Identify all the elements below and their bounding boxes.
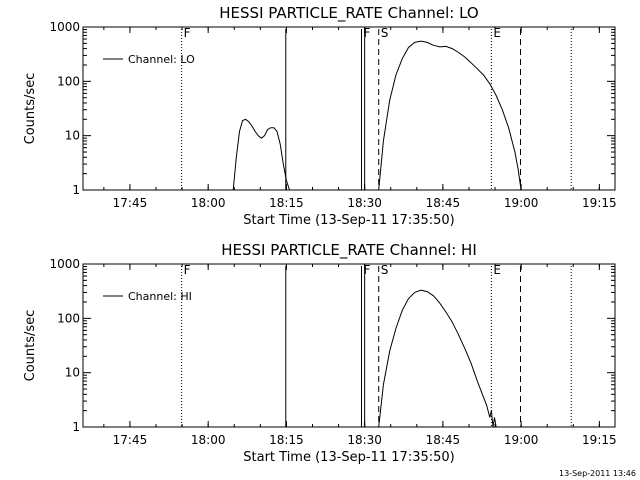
x-axis-label: Start Time (13-Sep-11 17:35:50) bbox=[243, 213, 454, 228]
footer-timestamp: 13-Sep-2011 13:46 bbox=[559, 469, 636, 478]
x-axis-label: Start Time (13-Sep-11 17:35:50) bbox=[243, 450, 454, 465]
x-tick-label: 18:15 bbox=[269, 196, 304, 210]
hi-channel-panel: HESSI PARTICLE_RATE Channel: HI 17:45 18:0… bbox=[23, 241, 617, 465]
x-tick-label: 17:45 bbox=[113, 433, 148, 447]
event-marker-label: F bbox=[184, 26, 191, 40]
y-tick-label: 1000 bbox=[49, 20, 80, 34]
lo-channel-panel: HESSI PARTICLE_RATE Channel: LO 17:45 18:0… bbox=[23, 4, 617, 228]
series-line bbox=[232, 118, 290, 191]
x-tick-label: 18:15 bbox=[269, 433, 304, 447]
x-tick-label: 18:00 bbox=[191, 433, 226, 447]
chart-title: HESSI PARTICLE_RATE Channel: HI bbox=[221, 241, 477, 260]
event-marker-label: S bbox=[381, 26, 389, 40]
series-line bbox=[378, 289, 497, 428]
x-tick-label: 18:30 bbox=[347, 196, 382, 210]
y-tick-label: 100 bbox=[57, 311, 80, 325]
legend-label: Channel: HI bbox=[128, 290, 192, 303]
x-tick-label: 19:00 bbox=[504, 433, 539, 447]
legend-label: Channel: LO bbox=[128, 53, 195, 66]
y-axis-label: Counts/sec bbox=[23, 310, 38, 382]
chart-title: HESSI PARTICLE_RATE Channel: LO bbox=[219, 4, 478, 23]
y-tick-label: 10 bbox=[65, 366, 80, 380]
x-tick-label: 19:00 bbox=[504, 196, 539, 210]
x-tick-label: 18:45 bbox=[426, 433, 461, 447]
series-line bbox=[378, 40, 522, 191]
x-tick-label: 18:30 bbox=[347, 433, 382, 447]
x-tick-label: 18:45 bbox=[426, 196, 461, 210]
event-marker-label: F bbox=[364, 26, 371, 40]
x-tick-label: 19:15 bbox=[582, 433, 617, 447]
event-marker-label: F bbox=[184, 263, 191, 277]
event-marker-label: E bbox=[493, 263, 501, 277]
plot-frame bbox=[82, 26, 616, 191]
y-axis-label: Counts/sec bbox=[23, 73, 38, 145]
x-tick-label: 18:00 bbox=[191, 196, 226, 210]
x-tick-label: 19:15 bbox=[582, 196, 617, 210]
y-tick-label: 10 bbox=[65, 129, 80, 143]
x-tick-label: 17:45 bbox=[113, 196, 148, 210]
y-tick-label: 1000 bbox=[49, 257, 80, 271]
y-tick-label: 100 bbox=[57, 74, 80, 88]
event-marker-label: E bbox=[493, 26, 501, 40]
event-marker-label: S bbox=[381, 263, 389, 277]
plot-frame bbox=[82, 263, 616, 428]
y-tick-label: 1 bbox=[72, 420, 80, 434]
y-tick-label: 1 bbox=[72, 183, 80, 197]
event-marker-label: F bbox=[364, 263, 371, 277]
